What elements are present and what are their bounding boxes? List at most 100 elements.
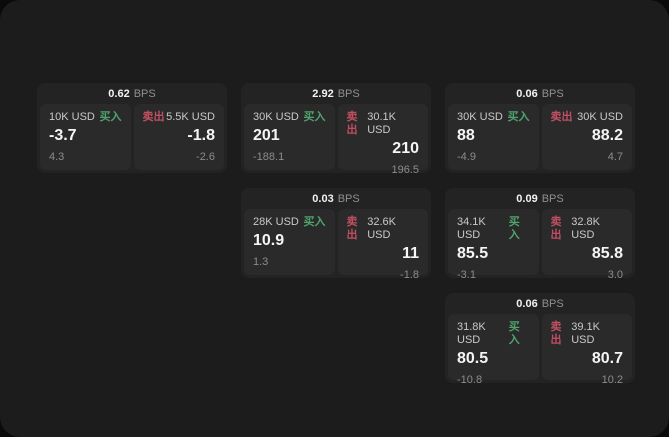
card-header: 0.09 BPS bbox=[448, 188, 632, 209]
card-body: 28K USD 买入 10.9 1.3 卖出 32.6K USD 11 -1.8 bbox=[244, 209, 428, 281]
sell-delta: -1.8 bbox=[400, 269, 419, 281]
sell-panel[interactable]: 卖出 30.1K USD 210 196.5 bbox=[337, 104, 428, 176]
buy-badge: 买入 bbox=[303, 111, 326, 123]
buy-price: 201 bbox=[253, 127, 280, 144]
buy-badge: 买入 bbox=[303, 216, 326, 228]
card-body: 30K USD 买入 88 -4.9 卖出 30K USD 88.2 4.7 bbox=[448, 104, 632, 170]
buy-badge: 买入 bbox=[99, 111, 122, 123]
sell-panel[interactable]: 卖出 32.6K USD 11 -1.8 bbox=[337, 209, 428, 281]
buy-amount: 31.8K USD bbox=[457, 321, 486, 346]
buy-price: 88 bbox=[457, 127, 475, 144]
buy-badge: 买入 bbox=[507, 111, 530, 123]
buy-panel-top: 10K USD 买入 bbox=[49, 111, 122, 124]
card-header: 0.03 BPS bbox=[244, 188, 428, 209]
buy-amount: 10K USD bbox=[49, 111, 95, 123]
sell-panel[interactable]: 卖出 32.8K USD 85.8 3.0 bbox=[541, 209, 632, 281]
bps-unit-label: BPS bbox=[541, 297, 564, 310]
sell-badge: 卖出 bbox=[550, 216, 562, 241]
bps-value: 0.06 bbox=[516, 297, 538, 310]
card-body: 31.8K USD 买入 80.5 -10.8 卖出 39.1K USD 80.… bbox=[448, 314, 632, 386]
sell-price: 210 bbox=[392, 140, 419, 157]
buy-amount: 34.1K USD bbox=[457, 216, 486, 241]
sell-badge: 卖出 bbox=[550, 111, 573, 123]
sell-panel[interactable]: 卖出 39.1K USD 80.7 10.2 bbox=[541, 314, 632, 386]
bps-value: 2.92 bbox=[312, 87, 334, 100]
sell-amount: 30.1K USD bbox=[367, 111, 396, 136]
card-header: 2.92 BPS bbox=[244, 83, 428, 104]
buy-panel[interactable]: 31.8K USD 买入 80.5 -10.8 bbox=[448, 314, 539, 386]
buy-price: 10.9 bbox=[253, 232, 285, 249]
quote-card: 2.92 BPS 30K USD 买入 201 -188.1 卖出 30.1K … bbox=[241, 83, 431, 176]
sell-badge: 卖出 bbox=[346, 111, 358, 136]
sell-amount: 32.6K USD bbox=[367, 216, 396, 241]
sell-panel-top: 卖出 32.8K USD bbox=[551, 216, 624, 242]
buy-delta: -4.9 bbox=[457, 151, 476, 163]
buy-delta: -3.1 bbox=[457, 269, 476, 281]
buy-delta: 4.3 bbox=[49, 151, 65, 163]
card-header: 0.62 BPS bbox=[40, 83, 224, 104]
buy-panel-top: 28K USD 买入 bbox=[253, 216, 326, 229]
bps-value: 0.03 bbox=[312, 192, 334, 205]
buy-badge: 买入 bbox=[508, 216, 520, 241]
buy-panel-top: 34.1K USD 买入 bbox=[457, 216, 530, 242]
sell-panel[interactable]: 卖出 30K USD 88.2 4.7 bbox=[541, 104, 632, 170]
buy-panel-top: 30K USD 买入 bbox=[253, 111, 326, 124]
quote-card: 0.06 BPS 30K USD 买入 88 -4.9 卖出 30K USD 8… bbox=[445, 83, 635, 173]
buy-amount: 30K USD bbox=[253, 111, 299, 123]
sell-amount: 30K USD bbox=[577, 111, 623, 123]
sell-panel-top: 卖出 30K USD bbox=[551, 111, 624, 124]
sell-price: 80.7 bbox=[591, 350, 623, 367]
buy-badge: 买入 bbox=[508, 321, 520, 346]
sell-panel-top: 卖出 32.6K USD bbox=[347, 216, 420, 242]
bps-value: 0.06 bbox=[516, 87, 538, 100]
sell-price: 88.2 bbox=[591, 127, 623, 144]
buy-panel[interactable]: 30K USD 买入 88 -4.9 bbox=[448, 104, 539, 170]
sell-amount: 39.1K USD bbox=[571, 321, 600, 346]
cards-grid: 0.62 BPS 10K USD 买入 -3.7 4.3 卖出 5.5K USD… bbox=[37, 83, 635, 386]
card-body: 10K USD 买入 -3.7 4.3 卖出 5.5K USD -1.8 -2.… bbox=[40, 104, 224, 170]
bps-value: 0.09 bbox=[516, 192, 538, 205]
sell-delta: 4.7 bbox=[607, 151, 623, 163]
buy-panel[interactable]: 10K USD 买入 -3.7 4.3 bbox=[40, 104, 131, 170]
sell-panel-top: 卖出 5.5K USD bbox=[143, 111, 216, 124]
buy-panel[interactable]: 28K USD 买入 10.9 1.3 bbox=[244, 209, 335, 275]
card-header: 0.06 BPS bbox=[448, 293, 632, 314]
card-header: 0.06 BPS bbox=[448, 83, 632, 104]
sell-delta: 10.2 bbox=[601, 374, 623, 386]
sell-panel-top: 卖出 30.1K USD bbox=[347, 111, 420, 137]
buy-price: 80.5 bbox=[457, 350, 489, 367]
sell-delta: 3.0 bbox=[607, 269, 623, 281]
bps-unit-label: BPS bbox=[337, 87, 360, 100]
bps-unit-label: BPS bbox=[541, 87, 564, 100]
bps-unit-label: BPS bbox=[133, 87, 156, 100]
quote-card: 0.06 BPS 31.8K USD 买入 80.5 -10.8 卖出 39.1… bbox=[445, 293, 635, 386]
buy-price: -3.7 bbox=[49, 127, 77, 144]
buy-delta: 1.3 bbox=[253, 256, 269, 268]
bps-value: 0.62 bbox=[108, 87, 130, 100]
sell-price: -1.8 bbox=[187, 127, 215, 144]
buy-delta: -10.8 bbox=[457, 374, 483, 386]
card-body: 34.1K USD 买入 85.5 -3.1 卖出 32.8K USD 85.8… bbox=[448, 209, 632, 281]
buy-price: 85.5 bbox=[457, 245, 489, 262]
sell-price: 85.8 bbox=[591, 245, 623, 262]
sell-delta: 196.5 bbox=[391, 164, 419, 176]
bps-unit-label: BPS bbox=[541, 192, 564, 205]
sell-amount: 32.8K USD bbox=[571, 216, 600, 241]
card-body: 30K USD 买入 201 -188.1 卖出 30.1K USD 210 1… bbox=[244, 104, 428, 176]
buy-amount: 30K USD bbox=[457, 111, 503, 123]
buy-panel[interactable]: 34.1K USD 买入 85.5 -3.1 bbox=[448, 209, 539, 281]
buy-panel-top: 31.8K USD 买入 bbox=[457, 321, 530, 347]
quote-card: 0.03 BPS 28K USD 买入 10.9 1.3 卖出 32.6K US… bbox=[241, 188, 431, 281]
sell-panel-top: 卖出 39.1K USD bbox=[551, 321, 624, 347]
quote-card: 0.62 BPS 10K USD 买入 -3.7 4.3 卖出 5.5K USD… bbox=[37, 83, 227, 173]
sell-panel[interactable]: 卖出 5.5K USD -1.8 -2.6 bbox=[133, 104, 224, 170]
bps-unit-label: BPS bbox=[337, 192, 360, 205]
sell-badge: 卖出 bbox=[550, 321, 562, 346]
buy-delta: -188.1 bbox=[253, 151, 285, 163]
sell-delta: -2.6 bbox=[196, 151, 215, 163]
buy-amount: 28K USD bbox=[253, 216, 299, 228]
buy-panel[interactable]: 30K USD 买入 201 -188.1 bbox=[244, 104, 335, 170]
sell-badge: 卖出 bbox=[142, 111, 165, 123]
quote-card: 0.09 BPS 34.1K USD 买入 85.5 -3.1 卖出 32.8K… bbox=[445, 188, 635, 281]
